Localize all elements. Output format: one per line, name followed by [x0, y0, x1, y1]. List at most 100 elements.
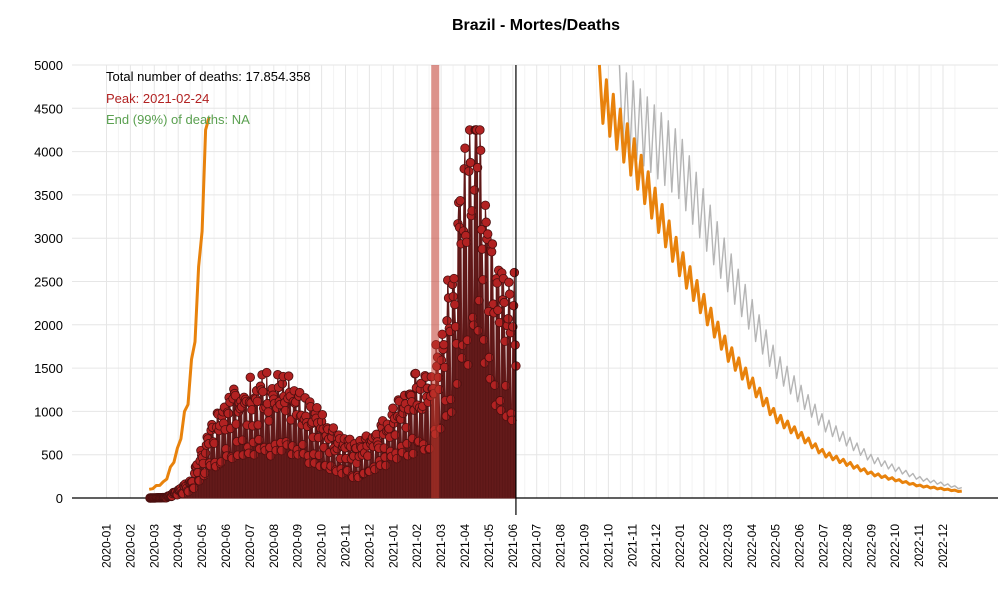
observed-point [298, 440, 308, 450]
model-line [148, 116, 211, 491]
observed-point [486, 247, 497, 257]
x-axis-ticks: 2020-01 2020-02 2020-03 2020-04 2020-05 2020-… [100, 524, 951, 568]
y-tick-label: 3000 [34, 231, 63, 246]
observed-point [510, 340, 520, 350]
x-tick-label: 2021-12 [649, 524, 663, 568]
observed-point [328, 423, 339, 433]
x-tick-label: 2022-09 [864, 524, 878, 568]
x-tick-label: 2022-12 [936, 524, 950, 568]
observed-point [480, 200, 491, 210]
x-tick-label: 2020-11 [339, 524, 353, 567]
y-tick-label: 500 [41, 448, 63, 463]
y-axis-ticks: 0 500 1000 1500 2000 2500 3000 3500 4000 4500 5000 [34, 58, 63, 506]
observed-point [503, 314, 513, 324]
observed-point [493, 305, 503, 315]
x-tick-label: 2021-09 [578, 524, 592, 568]
observed-point [483, 229, 493, 239]
x-tick-label: 2020-03 [147, 524, 161, 568]
observed-point [467, 206, 477, 216]
observed-point [504, 277, 514, 287]
observed-point [448, 291, 458, 302]
observed-point [245, 372, 255, 382]
x-tick-label: 2022-02 [697, 524, 711, 568]
y-tick-label: 2500 [34, 275, 63, 290]
x-tick-label: 2021-01 [386, 524, 400, 568]
x-tick-label: 2022-08 [840, 524, 854, 568]
x-tick-label: 2021-08 [554, 524, 568, 568]
observed-point [465, 157, 476, 168]
observed-point [381, 460, 391, 471]
y-tick-label: 3500 [34, 188, 63, 203]
observed-point [252, 396, 263, 407]
y-tick-label: 4500 [34, 101, 63, 116]
observed-point [446, 407, 457, 417]
x-tick-label: 2021-05 [482, 524, 496, 568]
observed-point [200, 448, 211, 458]
x-tick-label: 2022-05 [769, 524, 783, 568]
observed-point [475, 125, 485, 135]
y-tick-label: 1000 [34, 404, 63, 419]
x-tick-label: 2020-04 [171, 524, 185, 568]
x-tick-label: 2021-02 [410, 524, 424, 568]
observed-point [495, 396, 505, 406]
observed-point [474, 295, 484, 306]
observed-point [504, 289, 515, 299]
peak-band [431, 65, 440, 498]
observed-point [280, 405, 291, 416]
observed-point [484, 352, 494, 363]
observed-point [410, 368, 421, 379]
observed-point [401, 422, 411, 433]
x-tick-label: 2020-05 [195, 524, 209, 568]
observed-point [449, 273, 459, 284]
observed-point [478, 275, 488, 285]
observed-point [317, 410, 328, 420]
model-line [597, 64, 962, 493]
observed-point [473, 326, 484, 336]
x-tick-label: 2020-06 [219, 524, 233, 568]
x-tick-label: 2020-12 [362, 524, 376, 568]
observed-point [262, 367, 272, 378]
projection-line [618, 64, 963, 490]
observed-point [509, 267, 520, 278]
x-tick-label: 2020-07 [243, 524, 257, 568]
projection-series [618, 64, 963, 490]
x-tick-label: 2021-07 [530, 524, 544, 568]
x-tick-label: 2022-07 [817, 524, 831, 568]
observed-point [254, 434, 264, 445]
chart-title: Brazil - Mortes/Deaths [452, 17, 620, 34]
observed-point [508, 322, 518, 332]
observed-point [439, 339, 449, 350]
observed-point [312, 403, 322, 413]
observed-point [390, 430, 400, 440]
x-tick-label: 2020-08 [267, 524, 281, 568]
x-tick-label: 2021-06 [506, 524, 520, 568]
model-series [148, 64, 962, 493]
x-tick-label: 2020-10 [315, 524, 329, 568]
x-tick-label: 2022-11 [912, 524, 926, 567]
observed-point [487, 239, 498, 249]
observed-point [442, 316, 452, 326]
x-tick-label: 2022-10 [888, 524, 902, 568]
x-tick-label: 2022-01 [673, 524, 687, 568]
observed-point [472, 162, 483, 173]
observed-point [475, 145, 486, 156]
x-tick-label: 2021-10 [601, 524, 615, 568]
observed-point [388, 403, 398, 413]
x-tick-label: 2022-06 [793, 524, 807, 568]
observed-point [481, 217, 491, 227]
y-tick-label: 5000 [34, 58, 63, 73]
x-tick-label: 2021-04 [458, 524, 472, 568]
x-tick-label: 2020-02 [123, 524, 137, 568]
x-tick-label: 2022-03 [721, 524, 735, 568]
y-tick-label: 2000 [34, 318, 63, 333]
peak-annotation: Peak: 2021-02-24 [106, 91, 209, 106]
grid [72, 64, 998, 499]
observed-point [455, 195, 465, 206]
observed-point [313, 432, 324, 443]
y-tick-label: 4000 [34, 145, 63, 160]
observed-point [258, 386, 268, 397]
observed-point [223, 408, 234, 419]
y-tick-label: 0 [56, 491, 63, 506]
x-tick-label: 2022-04 [745, 524, 759, 568]
